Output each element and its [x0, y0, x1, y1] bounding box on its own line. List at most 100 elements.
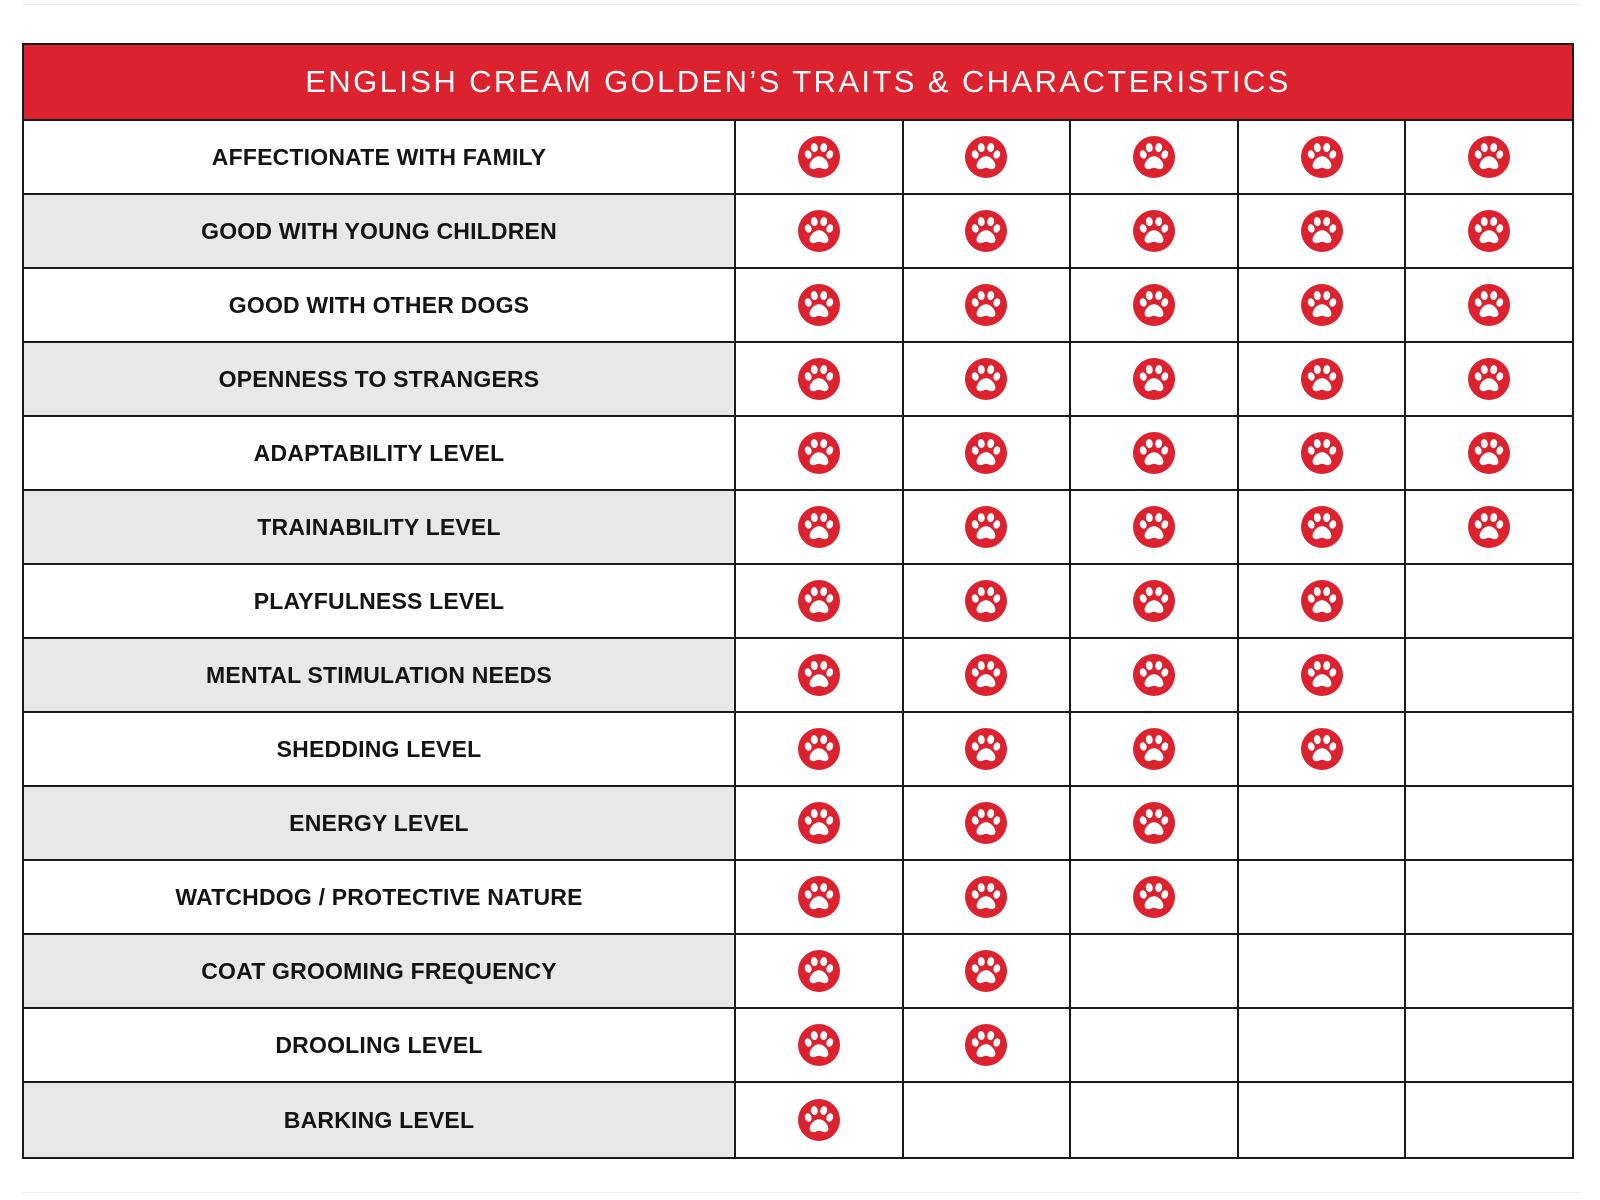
- trait-label: ENERGY LEVEL: [24, 787, 736, 859]
- paw-icon: [965, 284, 1008, 326]
- rating-cell: [1071, 639, 1239, 711]
- rating-cell: [1406, 787, 1572, 859]
- trait-row: GOOD WITH YOUNG CHILDREN: [24, 195, 1572, 269]
- paw-icon: [1132, 358, 1175, 400]
- paw-icon: [797, 654, 840, 696]
- rating-cell: [1239, 935, 1407, 1007]
- rating-cell: [1239, 121, 1407, 193]
- paw-icon: [1132, 580, 1175, 622]
- rating-cell: [736, 565, 904, 637]
- paw-icon: [797, 1099, 840, 1141]
- rating-cell: [1406, 639, 1572, 711]
- rating-cell: [736, 491, 904, 563]
- paw-icon: [1300, 284, 1343, 326]
- rating-cell: [736, 121, 904, 193]
- rating-cell: [1406, 417, 1572, 489]
- paw-icon: [965, 432, 1008, 474]
- rating-cell: [1071, 269, 1239, 341]
- paw-icon: [965, 728, 1008, 770]
- paw-icon: [797, 358, 840, 400]
- paw-icon: [1132, 284, 1175, 326]
- paw-icon: [965, 136, 1008, 178]
- rating-cell: [1406, 1009, 1572, 1081]
- rating-cell: [1406, 491, 1572, 563]
- rating-cell: [736, 639, 904, 711]
- trait-label: TRAINABILITY LEVEL: [24, 491, 736, 563]
- paw-icon: [1132, 210, 1175, 252]
- rating-cell: [1239, 861, 1407, 933]
- rating-cell: [904, 935, 1072, 1007]
- rating-cell: [1406, 195, 1572, 267]
- paw-icon: [1132, 802, 1175, 844]
- rating-cell: [1071, 565, 1239, 637]
- trait-row: BARKING LEVEL: [24, 1083, 1572, 1157]
- rating-cell: [1239, 491, 1407, 563]
- rating-cell: [736, 269, 904, 341]
- paw-icon: [1132, 728, 1175, 770]
- paw-icon: [1300, 358, 1343, 400]
- paw-icon: [1300, 580, 1343, 622]
- trait-row: DROOLING LEVEL: [24, 1009, 1572, 1083]
- paw-icon: [965, 1024, 1008, 1066]
- rating-cell: [1406, 935, 1572, 1007]
- table-title-bar: ENGLISH CREAM GOLDEN’S TRAITS & CHARACTE…: [24, 45, 1572, 121]
- paw-icon: [1300, 728, 1343, 770]
- rating-cell: [904, 639, 1072, 711]
- trait-row: PLAYFULNESS LEVEL: [24, 565, 1572, 639]
- trait-label: PLAYFULNESS LEVEL: [24, 565, 736, 637]
- paw-icon: [965, 802, 1008, 844]
- rating-cell: [1406, 861, 1572, 933]
- paw-icon: [1468, 284, 1511, 326]
- paw-icon: [797, 1024, 840, 1066]
- rating-cell: [1406, 565, 1572, 637]
- paw-icon: [1132, 506, 1175, 548]
- paw-icon: [965, 210, 1008, 252]
- bottom-divider: [22, 1192, 1580, 1193]
- rating-cell: [904, 565, 1072, 637]
- trait-row: AFFECTIONATE WITH FAMILY: [24, 121, 1572, 195]
- trait-label: SHEDDING LEVEL: [24, 713, 736, 785]
- paw-icon: [797, 210, 840, 252]
- paw-icon: [1300, 432, 1343, 474]
- paw-icon: [797, 284, 840, 326]
- rating-cell: [736, 861, 904, 933]
- paw-icon: [797, 580, 840, 622]
- paw-icon: [1468, 432, 1511, 474]
- rating-cell: [1071, 343, 1239, 415]
- paw-icon: [1132, 432, 1175, 474]
- rating-cell: [1239, 787, 1407, 859]
- rating-cell: [1071, 121, 1239, 193]
- rating-cell: [1406, 121, 1572, 193]
- rating-cell: [904, 861, 1072, 933]
- paw-icon: [797, 432, 840, 474]
- paw-icon: [797, 506, 840, 548]
- rating-cell: [1071, 491, 1239, 563]
- trait-row: SHEDDING LEVEL: [24, 713, 1572, 787]
- rating-cell: [1239, 417, 1407, 489]
- paw-icon: [797, 876, 840, 918]
- trait-row: ADAPTABILITY LEVEL: [24, 417, 1572, 491]
- rating-cell: [736, 713, 904, 785]
- paw-icon: [965, 876, 1008, 918]
- paw-icon: [797, 136, 840, 178]
- table-title: ENGLISH CREAM GOLDEN’S TRAITS & CHARACTE…: [305, 64, 1291, 99]
- paw-icon: [1468, 358, 1511, 400]
- paw-icon: [1300, 506, 1343, 548]
- trait-row: GOOD WITH OTHER DOGS: [24, 269, 1572, 343]
- trait-label: AFFECTIONATE WITH FAMILY: [24, 121, 736, 193]
- trait-rows: AFFECTIONATE WITH FAMILY GOOD WITH YOUNG …: [24, 121, 1572, 1157]
- trait-label: WATCHDOG / PROTECTIVE NATURE: [24, 861, 736, 933]
- rating-cell: [1071, 787, 1239, 859]
- rating-cell: [736, 1083, 904, 1157]
- paw-icon: [965, 950, 1008, 992]
- rating-cell: [904, 269, 1072, 341]
- trait-row: COAT GROOMING FREQUENCY: [24, 935, 1572, 1009]
- trait-row: ENERGY LEVEL: [24, 787, 1572, 861]
- rating-cell: [736, 417, 904, 489]
- rating-cell: [904, 195, 1072, 267]
- top-divider: [22, 4, 1580, 5]
- paw-icon: [1132, 876, 1175, 918]
- trait-label: GOOD WITH YOUNG CHILDREN: [24, 195, 736, 267]
- trait-label: OPENNESS TO STRANGERS: [24, 343, 736, 415]
- rating-cell: [736, 343, 904, 415]
